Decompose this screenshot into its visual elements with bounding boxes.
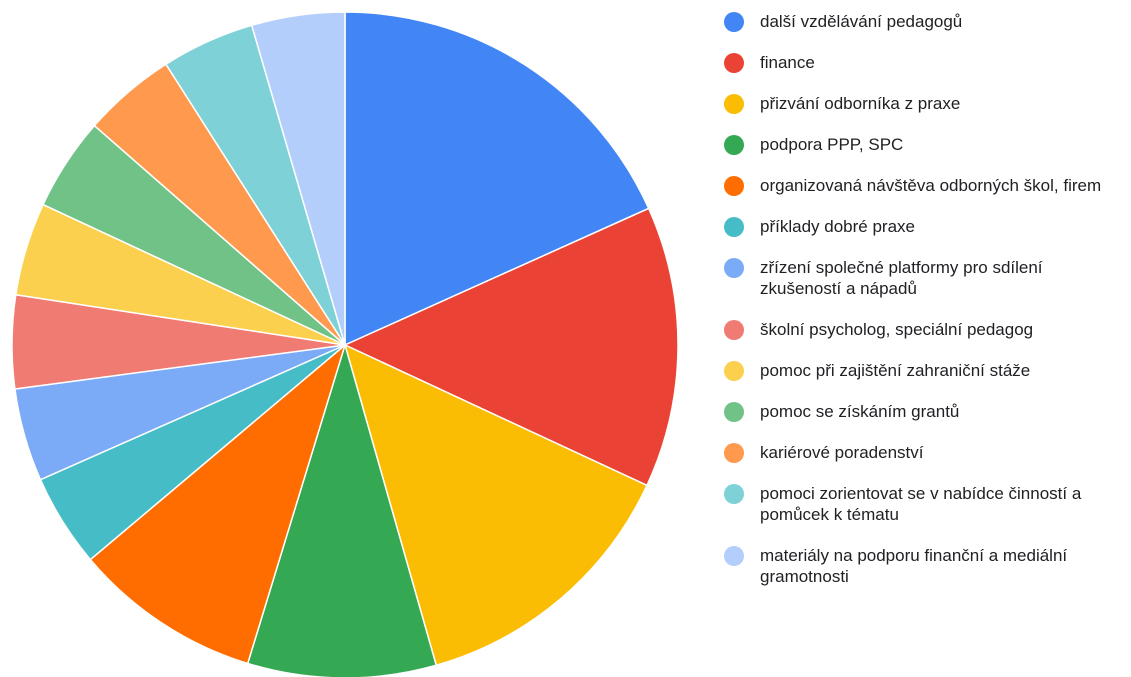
- legend-item: příklady dobré praxe: [724, 216, 1124, 237]
- legend-marker: [724, 361, 744, 381]
- legend-marker: [724, 402, 744, 422]
- legend-label: finance: [760, 53, 815, 72]
- legend-item: kariérové poradenství: [724, 442, 1124, 463]
- legend-item: pomoc při zajištění zahraniční stáže: [724, 360, 1124, 381]
- legend-marker: [724, 217, 744, 237]
- legend-marker: [724, 546, 744, 566]
- legend: další vzdělávání pedagogů finance přizvání…: [724, 11, 1124, 607]
- legend-marker: [724, 443, 744, 463]
- legend-marker: [724, 53, 744, 73]
- legend-label: organizovaná návštěva odborných škol, fi…: [760, 176, 1102, 195]
- legend-label: podpora PPP, SPC: [760, 135, 904, 154]
- legend-label: kariérové poradenství: [760, 443, 924, 462]
- legend-item: přizvání odborníka z praxe: [724, 93, 1124, 114]
- legend-item: materiály na podporu finanční a mediální…: [724, 545, 1124, 587]
- pie-slice: [246, 342, 438, 677]
- legend-label: pomoc se získáním grantů: [760, 402, 960, 421]
- legend-label: materiály na podporu finanční a mediální…: [760, 546, 1068, 586]
- legend-label: další vzdělávání pedagogů: [760, 12, 963, 31]
- legend-item: finance: [724, 52, 1124, 73]
- pie-slice: [89, 342, 347, 665]
- legend-marker: [724, 176, 744, 196]
- legend-marker: [724, 484, 744, 504]
- legend-label: zřízení společné platformy pro sdílení z…: [760, 258, 1043, 298]
- legend-item: organizovaná návštěva odborných škol, fi…: [724, 175, 1124, 196]
- legend-item: pomoc se získáním grantů: [724, 401, 1124, 422]
- pie-slice: [343, 343, 648, 667]
- pie-slice: [343, 207, 679, 487]
- pie-slice: [250, 11, 346, 346]
- legend-marker: [724, 94, 744, 114]
- legend-item: zřízení společné platformy pro sdílení z…: [724, 257, 1124, 299]
- legend-marker: [724, 258, 744, 278]
- legend-item: podpora PPP, SPC: [724, 134, 1124, 155]
- pie-slice: [344, 11, 650, 347]
- legend-marker: [724, 320, 744, 340]
- legend-label: přizvání odborníka z praxe: [760, 94, 961, 113]
- legend-label: příklady dobré praxe: [760, 217, 915, 236]
- legend-label: školní psycholog, speciální pedagog: [760, 320, 1034, 339]
- legend-marker: [724, 12, 744, 32]
- legend-label: pomoc při zajištění zahraniční stáže: [760, 361, 1031, 380]
- chart: [11, 11, 679, 677]
- legend-label: pomoci zorientovat se v nabídce činností…: [760, 484, 1082, 524]
- legend-item: školní psycholog, speciální pedagog: [724, 319, 1124, 340]
- legend-item: pomoci zorientovat se v nabídce činností…: [724, 483, 1124, 525]
- legend-item: další vzdělávání pedagogů: [724, 11, 1124, 32]
- legend-marker: [724, 135, 744, 155]
